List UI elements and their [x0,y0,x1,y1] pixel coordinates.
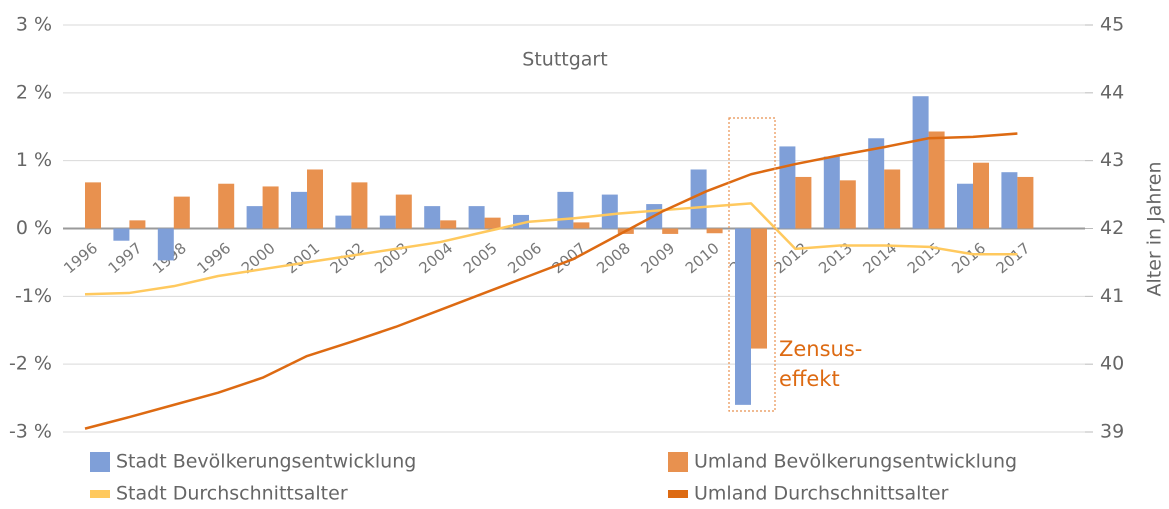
y2-tick-label: 42 [1100,217,1124,239]
bar [973,162,989,229]
bar [468,206,485,229]
legend-label: Stadt Durchschnittsalter [116,483,348,505]
x-tick-label: 2005 [460,239,501,277]
y-tick-label: 1 % [16,149,52,171]
y-tick-label: 2 % [16,81,52,103]
bar [557,191,574,229]
legend-swatch [668,452,688,472]
line [84,202,1018,296]
x-tick-label: 2016 [948,239,989,277]
bar [706,228,723,234]
x-tick-label: 2007 [549,239,590,277]
chart-title: Stuttgart [522,49,607,71]
legend-label: Umland Bevölkerungsentwicklung [694,451,1017,473]
bar [395,194,412,229]
bar [884,169,901,229]
bar [307,169,323,229]
bar [751,228,767,349]
x-tick-label: 2001 [282,239,323,277]
bar [484,217,501,229]
x-tick-label: 2015 [904,239,945,277]
x-tick-label: 2017 [993,239,1034,277]
bar [735,228,751,405]
legend-label: Umland Durchschnittsalter [694,483,949,505]
y2-tick-label: 40 [1100,353,1124,375]
bar [601,194,618,229]
bar [868,138,885,229]
bar [912,96,929,229]
bar [779,146,796,229]
bar [335,215,352,229]
bar [379,215,396,229]
y-tick-label: 0 % [16,217,52,239]
bar [1017,176,1034,229]
bar [173,196,190,229]
legend-label: Stadt Bevölkerungsentwicklung [116,451,416,473]
bar [291,191,307,229]
x-tick-label: 1997 [105,239,146,277]
legend-swatch [668,490,688,498]
line [84,132,1018,430]
bar [424,206,441,229]
bar [823,156,840,229]
bar [662,228,679,234]
y2-axis-label: Alter in Jahren [1144,161,1166,296]
y-tick-label: -2 % [9,353,52,375]
bar [129,220,146,229]
bar [246,206,263,229]
x-tick-label: 2010 [682,239,723,277]
bar [957,183,973,229]
y2-tick-label: 44 [1100,81,1124,103]
bar [440,220,457,229]
x-tick-label: 2003 [371,239,412,277]
y2-tick-label: 45 [1100,14,1124,36]
y-tick-label: -3 % [9,421,52,443]
bar [1001,172,1018,229]
y2-tick-label: 41 [1100,285,1124,307]
bar [351,182,368,229]
annotation: effekt [779,367,840,391]
y-tick-label: -1% [15,285,52,307]
bar [157,228,174,261]
bar [113,228,130,241]
bar [928,131,945,229]
x-tick-label: 1996 [193,239,234,277]
y2-tick-label: 43 [1100,149,1124,171]
y2-tick-label: 39 [1100,421,1124,443]
bar [85,182,101,229]
y-tick-label: 3 % [16,14,52,36]
annotation: Zensus- [779,337,862,361]
bar [573,222,590,229]
bar [218,183,235,229]
annotation-box [728,117,776,412]
bar [795,176,812,229]
legend-swatch [90,490,110,498]
bar [839,180,856,229]
x-tick-label: 2009 [637,239,678,277]
bar [690,169,707,229]
legend-swatch [90,452,110,472]
x-tick-label: 1996 [60,239,101,277]
bar [262,186,279,229]
